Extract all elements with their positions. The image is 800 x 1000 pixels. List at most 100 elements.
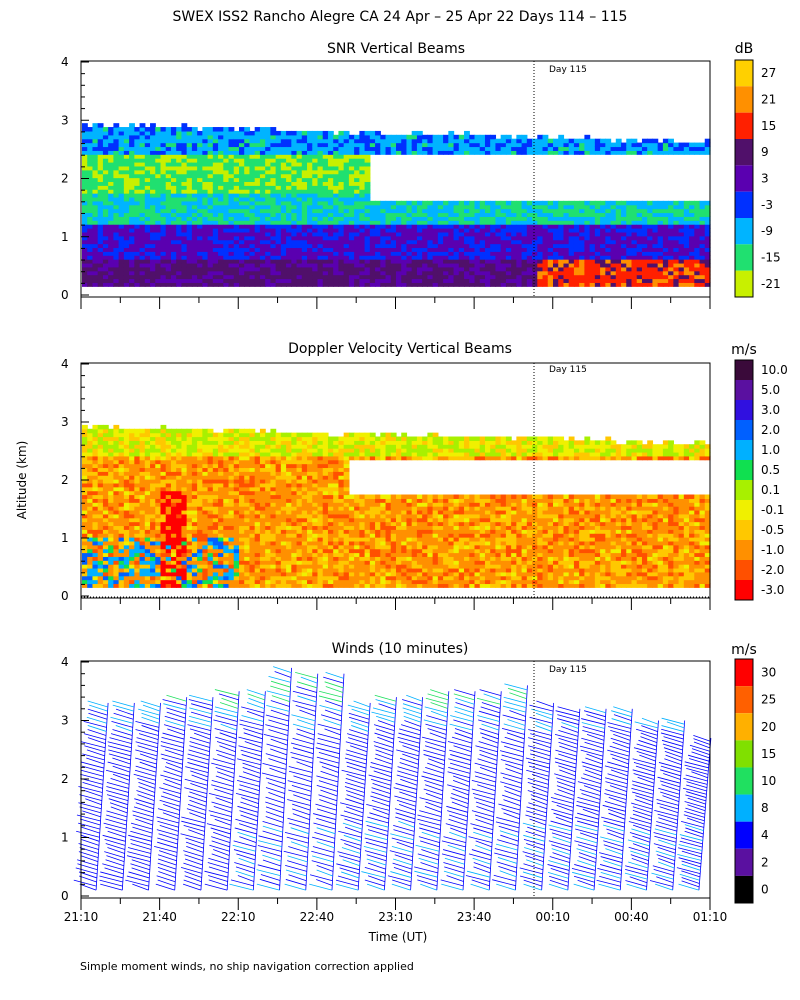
heatmap-cell [532, 243, 538, 249]
heatmap-cell [92, 189, 99, 194]
heatmap-cell [170, 134, 177, 140]
heatmap-cell [280, 169, 287, 175]
heatmap-cell [359, 274, 366, 280]
heatmap-cell [312, 177, 319, 183]
heatmap-cell [301, 185, 308, 190]
heatmap-cell [170, 216, 177, 221]
heatmap-cell [102, 193, 109, 198]
heatmap-cell [291, 200, 298, 206]
heatmap-cell [150, 161, 156, 167]
heatmap-cell [233, 150, 240, 155]
heatmap-cell [160, 540, 167, 546]
heatmap-cell [165, 138, 172, 144]
heatmap-cell [197, 471, 203, 476]
heatmap-cell [657, 251, 664, 256]
heatmap-cell [129, 494, 135, 499]
heatmap-cell [668, 228, 674, 233]
heatmap-cell [668, 208, 674, 214]
heatmap-cell [87, 506, 94, 511]
heatmap-cell [265, 189, 271, 194]
heatmap-cell [458, 274, 465, 280]
heatmap-cell [239, 262, 245, 268]
heatmap-cell [610, 208, 617, 214]
heatmap-cell [87, 571, 94, 577]
heatmap-cell [307, 231, 313, 237]
heatmap-cell [474, 220, 481, 225]
colorbar-swatch [735, 139, 753, 166]
heatmap-cell [469, 138, 476, 144]
heatmap-cell [547, 231, 554, 237]
heatmap-cell [102, 274, 109, 280]
heatmap-cell [92, 517, 99, 523]
heatmap-cell [186, 278, 193, 283]
heatmap-cell [296, 130, 303, 136]
heatmap-cell [422, 216, 428, 221]
heatmap-cell [160, 544, 167, 550]
heatmap-cell [165, 231, 172, 237]
heatmap-cell [139, 525, 146, 530]
heatmap-cell [683, 270, 690, 276]
heatmap-cell [108, 278, 114, 283]
heatmap-cell [511, 142, 517, 148]
heatmap-cell [322, 220, 329, 225]
heatmap-cell [359, 262, 366, 268]
heatmap-cell [380, 243, 387, 249]
heatmap-cell [589, 259, 596, 264]
heatmap-cell [458, 235, 465, 241]
heatmap-cell [144, 513, 151, 519]
heatmap-cell [202, 556, 209, 561]
heatmap-cell [411, 200, 418, 206]
heatmap-cell [82, 428, 88, 434]
heatmap-cell [102, 173, 109, 179]
heatmap-cell [181, 451, 188, 457]
heatmap-cell [558, 224, 565, 229]
heatmap-cell [92, 579, 99, 585]
heatmap-cell [233, 130, 240, 136]
heatmap-cell [129, 537, 135, 542]
heatmap-cell [228, 224, 235, 229]
heatmap-cell [134, 571, 141, 577]
heatmap-cell [401, 270, 408, 276]
heatmap-cell [610, 216, 617, 221]
heatmap-cell [139, 479, 146, 484]
heatmap-cell [197, 200, 203, 206]
heatmap-cell [228, 243, 235, 249]
heatmap-cell [532, 278, 538, 283]
heatmap-cell [537, 247, 544, 252]
heatmap-cell [160, 575, 167, 581]
heatmap-cell [495, 212, 502, 217]
heatmap-cell [249, 161, 256, 167]
heatmap-cell [160, 150, 167, 155]
heatmap-cell [301, 138, 308, 144]
heatmap-cell [600, 150, 606, 155]
heatmap-cell [689, 212, 695, 217]
heatmap-cell [254, 247, 261, 252]
heatmap-cell [170, 247, 177, 252]
heatmap-cell [186, 540, 193, 546]
heatmap-cell [516, 282, 523, 287]
heatmap-cell [170, 428, 177, 434]
heatmap-cell [301, 247, 308, 252]
heatmap-cell [155, 274, 162, 280]
heatmap-cell [327, 138, 334, 144]
heatmap-cell [291, 185, 298, 190]
heatmap-cell [411, 251, 418, 256]
heatmap-cell [155, 193, 162, 198]
heatmap-cell [553, 270, 559, 276]
heatmap-cell [621, 278, 627, 283]
heatmap-cell [92, 482, 99, 488]
heatmap-cell [704, 200, 711, 206]
heatmap-cell [207, 177, 214, 183]
heatmap-cell [270, 224, 277, 229]
heatmap-cell [144, 150, 151, 155]
heatmap-cell [129, 247, 135, 252]
heatmap-cell [296, 204, 303, 210]
heatmap-cell [307, 165, 313, 171]
heatmap-cell [254, 173, 261, 179]
heatmap-cell [479, 262, 486, 268]
heatmap-cell [87, 486, 94, 492]
heatmap-cell [123, 216, 130, 221]
heatmap-cell [490, 134, 497, 140]
doppler-panel-title: Doppler Velocity Vertical Beams [288, 341, 512, 357]
heatmap-cell [673, 216, 680, 221]
